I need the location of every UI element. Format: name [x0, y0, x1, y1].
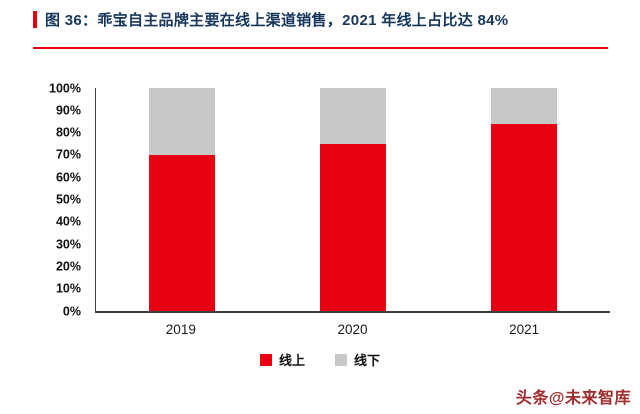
y-axis: 0% 10% 20% 30% 40% 50% 60% 70% 80% 90% 100% — [1, 82, 89, 317]
stacked-bar-2021 — [491, 88, 558, 311]
stacked-bar-2019 — [148, 88, 215, 311]
bar-segment-线上 — [148, 154, 215, 311]
bar-segment-线上 — [319, 143, 386, 311]
watermark: 头条@未来智库 — [515, 390, 631, 407]
plot-area: 0% 10% 20% 30% 40% 50% 60% 70% 80% 90% 100% — [49, 82, 610, 317]
x-axis-labels: 2019 2020 2021 — [95, 322, 610, 337]
legend-item-线下: 线下 — [335, 350, 380, 369]
legend-swatch — [335, 353, 347, 366]
legend-label: 线下 — [354, 353, 381, 368]
figure-title-row: 图 36：乖宝自主品牌主要在线上渠道销售，2021 年线上占比达 84% — [33, 9, 508, 30]
y-tick-label: 70% — [55, 147, 81, 162]
y-tick-label: 100% — [49, 80, 81, 95]
bar-segment-线下 — [148, 88, 215, 155]
y-tick-label: 20% — [55, 259, 81, 274]
bar-segment-线上 — [491, 123, 558, 311]
bar-segment-线下 — [491, 88, 558, 124]
legend-item-线上: 线上 — [259, 350, 305, 369]
y-tick-label: 0% — [62, 303, 81, 318]
y-tick-label: 40% — [55, 214, 81, 229]
stacked-bar-2020 — [319, 88, 386, 311]
x-axis-label: 2021 — [509, 322, 540, 337]
x-axis-label: 2020 — [337, 322, 368, 337]
bar-segment-线下 — [319, 88, 386, 144]
title-accent-bar — [33, 11, 37, 28]
y-tick-label: 80% — [55, 125, 81, 140]
title-underline — [33, 47, 608, 49]
legend-swatch — [259, 353, 272, 366]
y-tick-label: 50% — [55, 192, 81, 207]
chart-legend: 线上 线下 — [0, 350, 640, 369]
figure-title: 图 36：乖宝自主品牌主要在线上渠道销售，2021 年线上占比达 84% — [45, 12, 509, 29]
y-tick-label: 10% — [55, 281, 81, 296]
legend-label: 线上 — [278, 353, 305, 368]
y-tick-label: 30% — [55, 236, 81, 251]
bars-container — [96, 88, 610, 311]
y-tick-label: 90% — [55, 103, 81, 118]
y-tick-label: 60% — [55, 169, 81, 184]
x-axis-label: 2019 — [165, 322, 196, 337]
